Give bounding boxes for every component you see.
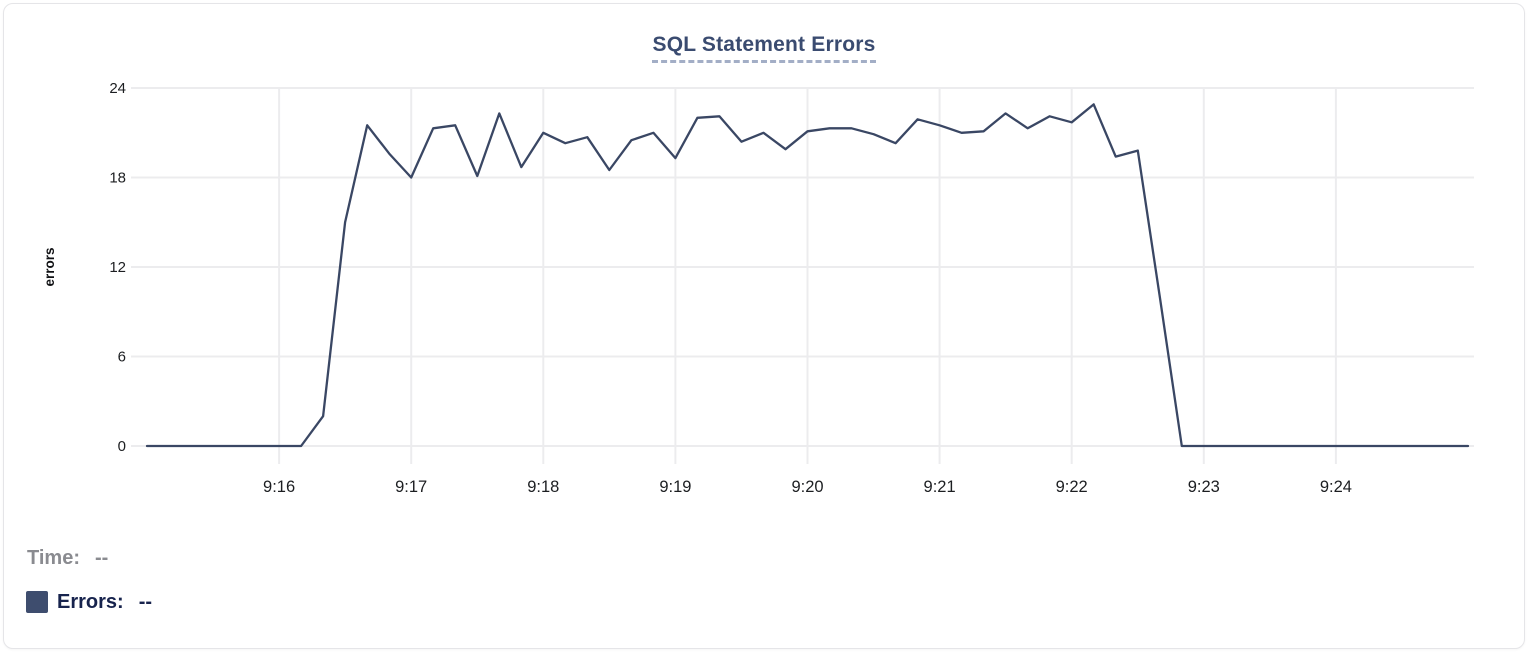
x-tick-label: 9:20 — [791, 478, 823, 496]
chart-title[interactable]: SQL Statement Errors — [652, 33, 876, 63]
errors-series-swatch — [26, 591, 48, 613]
tooltip-time-label: Time: — [27, 547, 80, 569]
x-tick-label: 9:19 — [659, 478, 691, 496]
chart-header: SQL Statement Errors — [4, 33, 1524, 63]
tooltip-time-row: Time: -- — [27, 547, 108, 569]
y-tick-label: 12 — [109, 259, 126, 276]
legend-errors-label: Errors: — [57, 591, 124, 613]
errors-series-line — [145, 103, 1470, 448]
x-tick-label: 9:21 — [924, 478, 956, 496]
y-tick-label: 24 — [109, 80, 126, 97]
legend-errors-value: -- — [138, 591, 153, 613]
x-tick-label: 9:24 — [1320, 478, 1352, 496]
y-tick-label: 18 — [109, 170, 126, 187]
y-tick-label: 0 — [118, 438, 126, 455]
errors-line-chart[interactable]: 0 6 12 18 24 9:16 9:17 9:18 9:19 9:20 9:21 9:22 9:23… — [4, 4, 1525, 516]
x-tick-label: 9:16 — [263, 478, 295, 496]
x-tick-label: 9:18 — [527, 478, 559, 496]
x-tick-label: 9:17 — [395, 478, 427, 496]
x-tick-label: 9:22 — [1056, 478, 1088, 496]
tooltip-time-value: -- — [94, 547, 109, 569]
legend-errors-row: Errors: -- — [26, 591, 152, 613]
y-axis-title: errors — [42, 247, 57, 286]
chart-card: SQL Statement Errors 0 6 12 18 24 9:16 9:17 9:1… — [3, 3, 1525, 649]
y-tick-label: 6 — [118, 349, 126, 366]
x-tick-label: 9:23 — [1188, 478, 1220, 496]
